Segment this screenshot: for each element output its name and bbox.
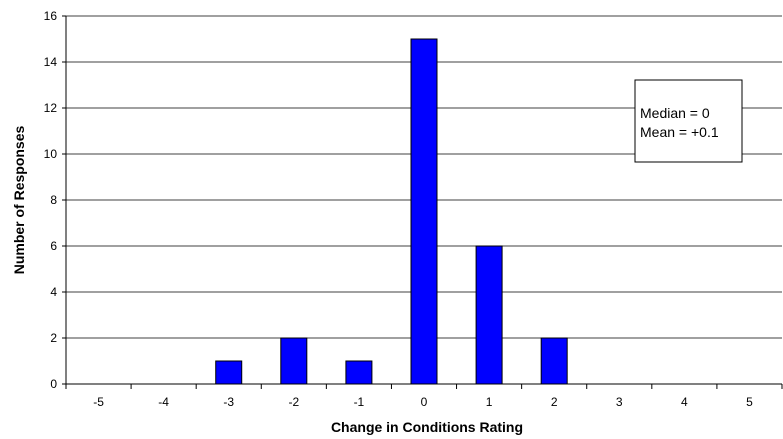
x-tick-label: -5	[93, 395, 104, 409]
y-tick-labels: 0 2 4 6 8 10 12 14 16	[44, 9, 66, 391]
x-tick-label: 3	[616, 395, 623, 409]
bar-1	[475, 245, 503, 385]
bar-2	[540, 337, 568, 385]
bars	[215, 38, 568, 385]
bar--1	[345, 360, 373, 385]
x-axis-title: Change in Conditions Rating	[331, 419, 523, 435]
x-tick-label: -2	[288, 395, 299, 409]
x-tick-labels: -5 -4 -3 -2 -1 0 1 2 3 4 5	[65, 384, 783, 409]
y-axis-title: Number of Responses	[11, 125, 27, 274]
statistics-annotation: Median = 0 Mean = +0.1	[634, 79, 743, 163]
x-tick-label: 2	[551, 395, 558, 409]
bar-0	[410, 38, 438, 385]
x-tick-label: 5	[746, 395, 753, 409]
bar--2	[280, 337, 308, 385]
y-tick-label: 14	[44, 55, 58, 69]
y-tick-label: 6	[50, 239, 57, 253]
y-tick-label: 0	[50, 377, 57, 391]
x-tick-label: -4	[158, 395, 169, 409]
y-tick-label: 2	[50, 331, 57, 345]
y-tick-label: 8	[50, 193, 57, 207]
x-tick-label: -1	[354, 395, 365, 409]
y-tick-label: 10	[44, 147, 58, 161]
x-tick-label: 0	[421, 395, 428, 409]
x-tick-label: 4	[681, 395, 688, 409]
x-tick-label: -3	[223, 395, 234, 409]
annotation-mean: Mean = +0.1	[640, 124, 719, 140]
annotation-median: Median = 0	[640, 105, 710, 121]
x-tick-label: 1	[486, 395, 493, 409]
y-tick-label: 12	[44, 101, 58, 115]
bar--3	[215, 360, 243, 385]
y-tick-label: 4	[50, 285, 57, 299]
annotation-box	[634, 79, 743, 163]
y-tick-label: 16	[44, 9, 58, 23]
